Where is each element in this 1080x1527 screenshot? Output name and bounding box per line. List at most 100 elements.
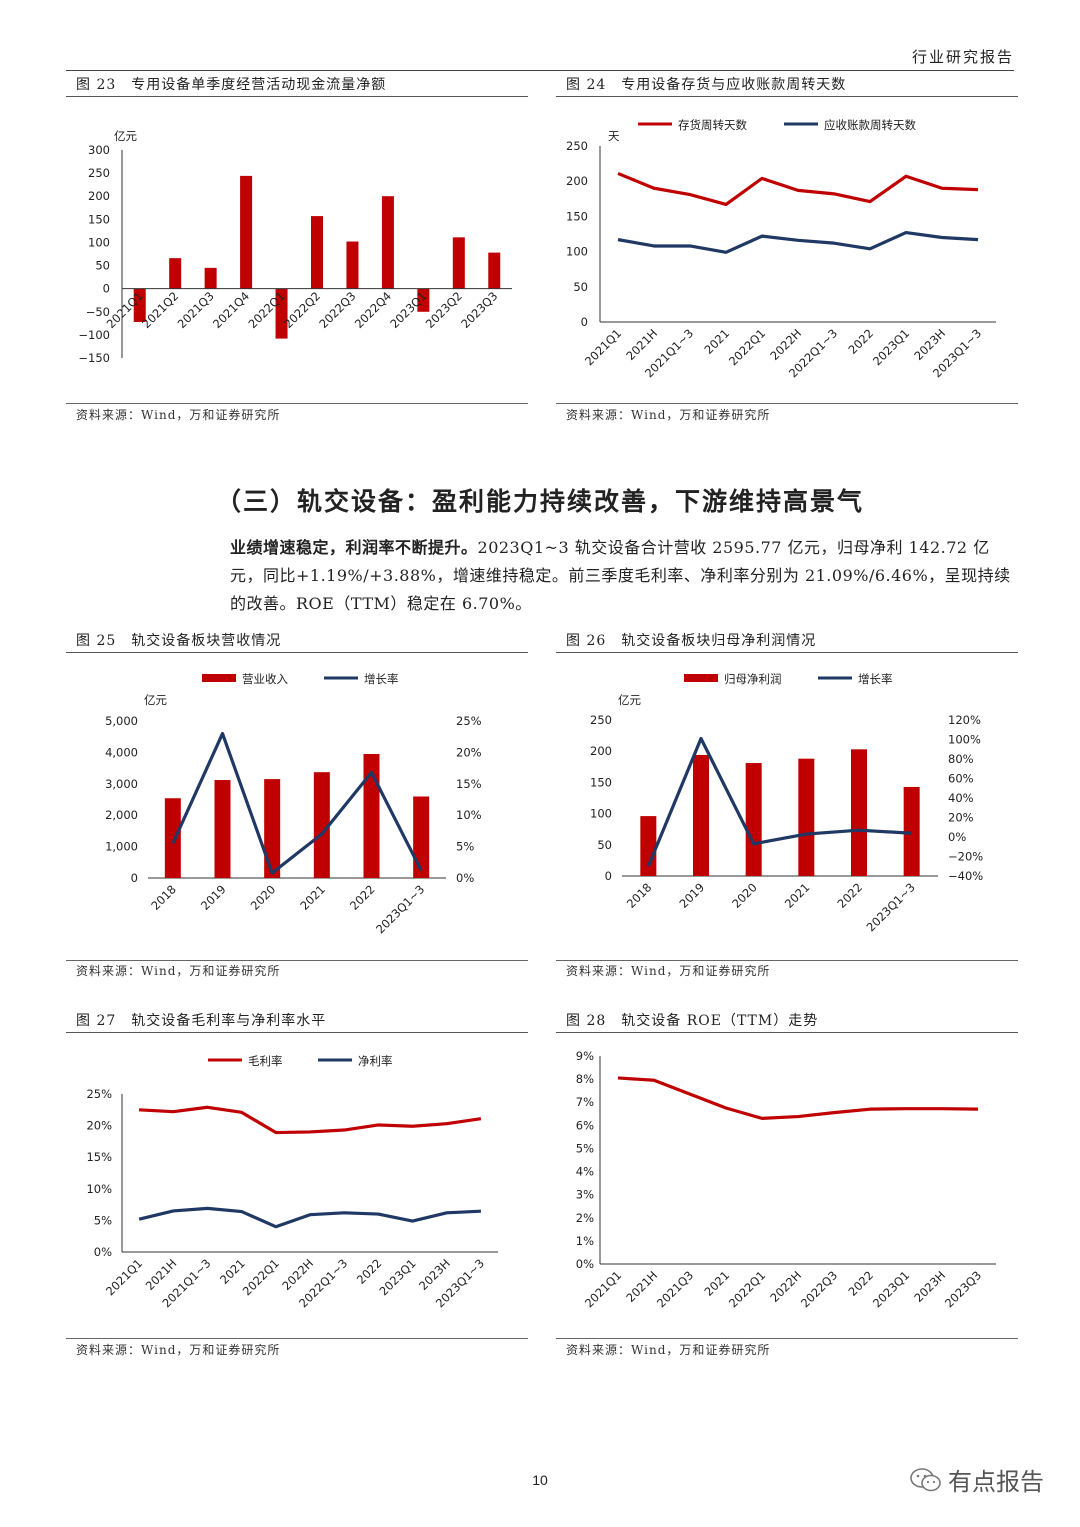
fig27-chart: 毛利率 净利率25%20%15%10%5%0%2021Q12021H2021Q1~… (86, 1054, 498, 1310)
fig26-legend-label: 增长率 (858, 672, 893, 686)
fig25-series-line (171, 731, 423, 875)
fig23-y-tick-label: 50 (95, 259, 110, 273)
fig28-y-tick-label: 7% (576, 1095, 594, 1109)
fig25-x-tick-label: 2020 (248, 882, 279, 913)
fig27-source: 资料来源：Wind，万和证券研究所 (76, 1343, 281, 1357)
fig23-bar (275, 288, 288, 339)
fig27-x-tick-label: 2022 (354, 1256, 385, 1287)
fig27-legend-label: 净利率 (358, 1054, 393, 1068)
watermark: 有点报告 (910, 1462, 1044, 1497)
fig28-title: 图 28 轨交设备 ROE（TTM）走势 (566, 1013, 819, 1029)
fig26-bar (745, 763, 762, 876)
fig26-bar (693, 754, 709, 876)
fig25-y2-tick-label: 5% (456, 840, 474, 854)
fig25-source-rule (66, 960, 528, 961)
fig27-series-line (139, 1105, 482, 1135)
fig23-bar (452, 237, 465, 289)
fig25-y-unit: 亿元 (144, 693, 167, 707)
fig23-y-tick-label: 0 (103, 282, 110, 296)
fig24-legend-label: 应收账款周转天数 (824, 118, 916, 132)
fig24-source: 资料来源：Wind，万和证券研究所 (566, 408, 771, 422)
fig25-y-tick-label: 0 (131, 871, 138, 885)
watermark-text: 有点报告 (948, 1468, 1044, 1496)
fig26-source: 资料来源：Wind，万和证券研究所 (566, 964, 771, 978)
fig28-y-tick-label: 2% (576, 1211, 594, 1225)
fig28-y-tick-label: 5% (576, 1141, 594, 1155)
fig28-x-tick-label: 2021 (702, 1268, 733, 1299)
fig26-y2-tick-label: 40% (948, 791, 974, 805)
fig26-series-line (646, 736, 912, 867)
fig26-bar (851, 749, 867, 876)
fig26-x-tick-label: 2019 (677, 880, 708, 911)
fig26-y2-tick-label: 20% (948, 811, 974, 825)
fig23-bar (204, 267, 217, 289)
fig24-y-unit: 天 (608, 129, 620, 143)
fig26-legend-swatch (684, 674, 718, 682)
fig27-x-tick-label: 2023Q1 (376, 1256, 418, 1298)
fig27-y-tick-label: 10% (86, 1182, 112, 1196)
fig23-x-tick-label: 2023Q3 (458, 289, 500, 331)
fig25-x-tick-label: 2021 (297, 882, 328, 913)
fig28-y-tick-label: 1% (576, 1234, 594, 1248)
fig28-y-tick-label: 0% (576, 1257, 594, 1271)
fig25-y-tick-label: 3,000 (105, 777, 138, 791)
fig23-bar (311, 216, 323, 289)
fig27-series-line (138, 1206, 481, 1229)
fig24-x-tick-label: 2021Q1 (582, 326, 624, 368)
fig23-bar (488, 252, 501, 289)
fig23-y-tick-label: 150 (88, 212, 110, 226)
fig24-y-tick-label: 50 (573, 280, 588, 294)
fig27-y-tick-label: 20% (86, 1119, 112, 1133)
fig26-x-tick-label: 2020 (729, 880, 760, 911)
fig26-source-rule (556, 960, 1018, 961)
fig23-y-tick-label: 250 (88, 166, 110, 180)
fig23-bar (381, 196, 394, 289)
fig24-x-tick-label: 2023Q1 (870, 326, 912, 368)
page-number: 10 (532, 1472, 548, 1488)
fig27-y-tick-label: 15% (86, 1150, 112, 1164)
fig23-y-tick-label: −150 (78, 351, 110, 365)
fig24-x-tick-label: 2022 (846, 326, 877, 357)
fig26-bar (903, 786, 920, 876)
fig27-y-tick-label: 0% (94, 1245, 112, 1259)
fig25-bar (413, 796, 430, 878)
fig28-y-tick-label: 3% (576, 1188, 594, 1202)
fig28-series-line (617, 1076, 979, 1121)
fig23-title: 图 23 专用设备单季度经营活动现金流量净额 (76, 77, 387, 93)
fig23-bar (133, 288, 146, 322)
fig26-y2-tick-label: 0% (948, 830, 966, 844)
fig28-source: 资料来源：Wind，万和证券研究所 (566, 1343, 771, 1357)
fig23-x-tick-label: 2021Q4 (210, 289, 252, 331)
fig26-bar (640, 816, 657, 876)
fig27-x-tick-label: 2021Q1 (103, 1256, 145, 1298)
fig27-x-tick-label: 2021 (217, 1256, 248, 1287)
fig23-bar (417, 288, 430, 312)
fig23-y-tick-label: 100 (88, 235, 110, 249)
fig25-y-tick-label: 4,000 (105, 745, 138, 759)
fig28-source-rule (556, 1338, 1018, 1339)
fig25-bar (214, 780, 231, 878)
fig23-y-tick-label: 200 (88, 189, 110, 203)
fig26-y-tick-label: 0 (605, 869, 612, 883)
fig28-y-tick-label: 4% (576, 1165, 594, 1179)
fig25-x-tick-label: 2019 (198, 882, 229, 913)
fig27-x-tick-label: 2022Q1 (240, 1256, 282, 1298)
header-rule (66, 70, 1014, 71)
fig28-y-tick-label: 8% (576, 1072, 594, 1086)
fig23-y-unit: 亿元 (114, 129, 137, 143)
fig26-x-tick-label: 2023Q1~3 (864, 880, 918, 934)
fig24-y-tick-label: 0 (581, 315, 588, 329)
fig26-bar (798, 758, 815, 876)
fig26-title: 图 26 轨交设备板块归母净利润情况 (566, 633, 817, 649)
fig25-legend-label: 营业收入 (242, 672, 288, 686)
fig26-y2-tick-label: 100% (948, 733, 981, 747)
fig28-x-tick-label: 2022Q1 (726, 1268, 768, 1310)
fig26-x-tick-label: 2018 (624, 880, 655, 911)
para-bold: 业绩增速稳定，利润率不断提升。 (230, 538, 478, 557)
fig27-rule (66, 1032, 528, 1033)
fig24-title: 图 24 专用设备存货与应收账款周转天数 (566, 77, 847, 93)
fig26-y-tick-label: 150 (590, 775, 612, 789)
